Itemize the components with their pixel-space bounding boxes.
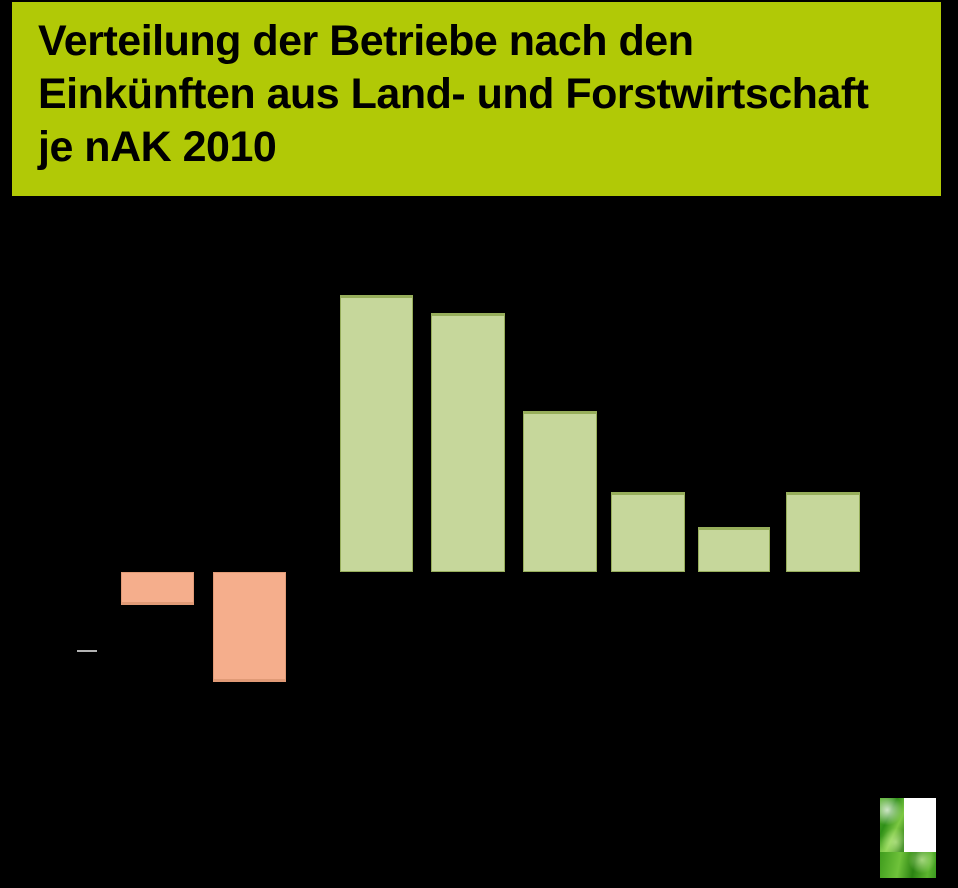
slide-title-line-2: Einkünften aus Land- und Forstwirtschaft — [38, 70, 869, 118]
slide-title-line-1: Verteilung der Betriebe nach den — [38, 17, 694, 65]
title-banner: Verteilung der Betriebe nach den Einkünf… — [12, 2, 941, 196]
bar-2-negative — [213, 572, 286, 682]
bar-6-positive — [611, 492, 685, 572]
bar-1-negative — [121, 572, 194, 605]
axis-tick-dash — [77, 650, 97, 652]
lebensministerium-logo — [880, 798, 936, 878]
bar-8-positive — [786, 492, 860, 572]
slide-title-line-3: je nAK 2010 — [38, 123, 277, 171]
bar-7-positive — [698, 527, 770, 572]
bar-4-positive — [431, 313, 505, 572]
bar-5-positive — [523, 411, 597, 572]
logo-grass-horizontal-stroke — [880, 851, 936, 878]
bar-3-positive — [340, 295, 413, 572]
